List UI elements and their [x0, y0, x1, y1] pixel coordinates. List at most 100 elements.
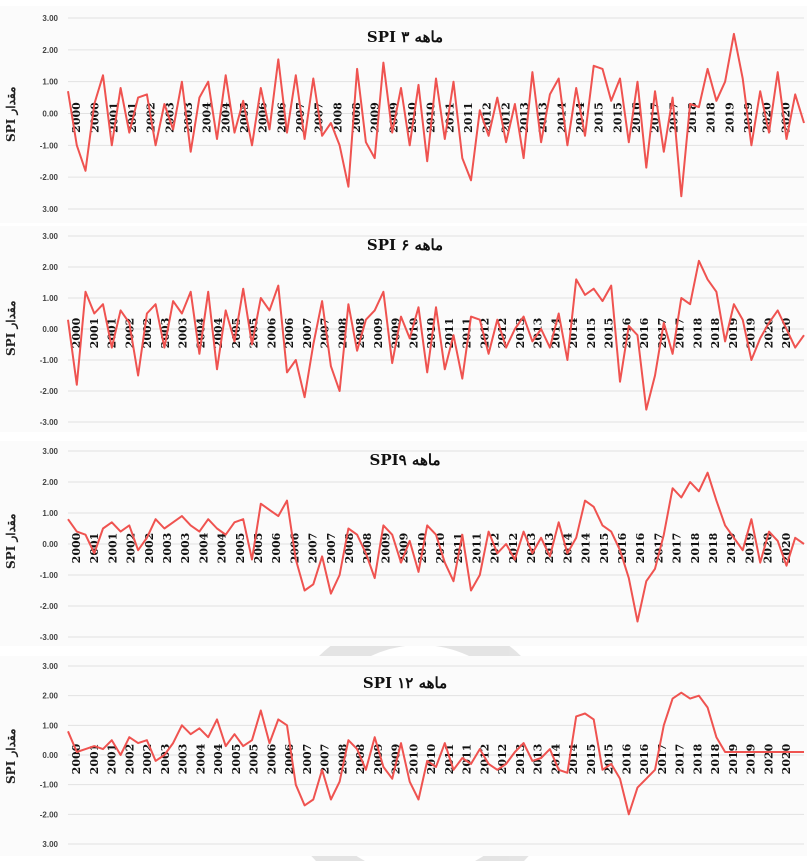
chart-title: SPI ۳ ماهه — [366, 28, 444, 46]
x-tick-label: 2006 — [265, 743, 278, 774]
x-tick-label: 2017 — [671, 533, 684, 564]
x-tick-label: 2000 — [70, 317, 83, 348]
x-tick-label: 2002 — [125, 533, 138, 564]
x-tick-label: 2014 — [549, 743, 562, 774]
x-tick-label: 2001 — [88, 744, 101, 775]
x-tick-label: 2007 — [307, 533, 320, 564]
y-tick-label: 1.00 — [42, 721, 58, 730]
x-tick-label: 2019 — [745, 318, 758, 349]
x-tick-label: 2019 — [745, 744, 758, 775]
x-tick-label: 2018 — [707, 532, 720, 563]
x-tick-label: 2015 — [585, 744, 598, 775]
chart-title: SPI ۱۲ ماهه — [362, 674, 448, 692]
x-tick-label: 2018 — [709, 743, 722, 774]
x-tick-label: 2004 — [201, 102, 214, 133]
x-tick-label: 2002 — [123, 744, 136, 775]
x-tick-label: 2020 — [780, 532, 793, 563]
x-tick-label: 2009 — [372, 318, 385, 349]
y-tick-label: 0.00 — [42, 540, 58, 549]
x-tick-label: 2003 — [161, 533, 174, 564]
x-tick-label: 2004 — [197, 532, 210, 563]
chart-title: SPI ۶ ماهه — [366, 236, 444, 254]
x-tick-label: 2015 — [593, 102, 606, 133]
y-tick-label: 3.00 — [42, 447, 58, 456]
y-tick-label: 0.00 — [42, 110, 58, 119]
x-tick-label: 2006 — [257, 102, 270, 133]
x-tick-label: 2016 — [638, 317, 651, 348]
x-tick-label: 2004 — [212, 743, 225, 774]
x-tick-label: 2011 — [461, 744, 474, 775]
x-tick-label: 2006 — [270, 532, 283, 563]
x-tick-label: 2008 — [361, 532, 374, 563]
y-tick-label: 1.00 — [42, 78, 58, 87]
x-tick-label: 2014 — [580, 532, 593, 563]
x-tick-label: 2004 — [194, 743, 207, 774]
y-tick-label: 2.00 — [42, 263, 58, 272]
y-tick-label: -2.00 — [40, 387, 59, 396]
x-tick-label: 2007 — [301, 318, 314, 349]
x-tick-label: 2017 — [674, 744, 687, 775]
x-tick-label: 2004 — [216, 532, 229, 563]
y-tick-label: 3.00 — [42, 662, 58, 671]
x-tick-label: 2018 — [691, 317, 704, 348]
x-tick-label: 2016 — [638, 743, 651, 774]
y-tick-label: -1.00 — [40, 571, 59, 580]
x-tick-label: 2020 — [780, 743, 793, 774]
x-tick-label: 2018 — [689, 532, 702, 563]
y-tick-label: 2.00 — [42, 478, 58, 487]
x-tick-label: 2006 — [265, 317, 278, 348]
x-tick-label: 2015 — [585, 318, 598, 349]
x-tick-label: 2002 — [143, 533, 156, 564]
x-tick-label: 2011 — [470, 533, 483, 564]
x-tick-label: 2003 — [159, 744, 172, 775]
x-tick-label: 2016 — [620, 743, 633, 774]
y-tick-label: -3.00 — [40, 418, 59, 427]
x-tick-label: 2005 — [248, 744, 261, 775]
spi-6-month-panel: SPI مقدار SPI ۶ ماهه 3.00 2.00 1.00 0.00 -1.… — [0, 226, 807, 432]
x-tick-label: 2015 — [611, 102, 624, 133]
x-tick-label: 2001 — [106, 318, 119, 349]
series-line — [67, 471, 805, 623]
y-tick-label: 3.00 — [42, 232, 58, 241]
series-line — [67, 259, 805, 411]
y-tick-label: 3.00 — [42, 205, 58, 214]
y-tick-label: 3.00 — [42, 840, 58, 849]
y-tick-label: -2.00 — [40, 173, 59, 182]
x-tick-label: 2003 — [179, 533, 192, 564]
x-tick-label: 2007 — [319, 744, 332, 775]
x-tick-label: 2019 — [723, 102, 736, 133]
y-tick-label: 1.00 — [42, 509, 58, 518]
x-tick-label: 2007 — [294, 102, 307, 133]
x-tick-label: 2019 — [725, 533, 738, 564]
x-tick-label: 2001 — [88, 318, 101, 349]
x-tick-label: 2008 — [331, 102, 344, 133]
x-tick-label: 2011 — [443, 318, 456, 349]
y-tick-label: 0.00 — [42, 325, 58, 334]
x-tick-label: 2009 — [398, 533, 411, 564]
x-tick-label: 2007 — [325, 533, 338, 564]
x-tick-label: 2016 — [634, 532, 647, 563]
x-tick-label: 2009 — [372, 744, 385, 775]
y-tick-label: -1.00 — [40, 141, 59, 150]
x-tick-label: 2001 — [106, 744, 119, 775]
x-tick-label: 2018 — [691, 743, 704, 774]
series-line — [67, 32, 805, 198]
x-tick-label: 2013 — [514, 744, 527, 775]
y-tick-label: -1.00 — [40, 356, 59, 365]
x-tick-label: 2005 — [230, 744, 243, 775]
x-tick-label: 2019 — [743, 533, 756, 564]
x-tick-label: 2007 — [301, 744, 314, 775]
x-tick-label: 2015 — [598, 533, 611, 564]
x-tick-label: 2001 — [106, 533, 119, 564]
x-tick-label: 2003 — [177, 744, 190, 775]
x-tick-label: 2006 — [283, 317, 296, 348]
x-tick-label: 2005 — [234, 533, 247, 564]
x-tick-label: 2019 — [727, 744, 740, 775]
x-tick-label: 2004 — [219, 102, 232, 133]
chart-svg: 3.00 2.00 1.00 0.00 -1.00 -2.00 -3.00 2000 2001 2… — [40, 447, 805, 642]
x-tick-label: 2016 — [616, 532, 629, 563]
y-tick-label: -1.00 — [40, 781, 59, 790]
x-tick-label: 2020 — [762, 532, 775, 563]
x-tick-label: 2009 — [379, 533, 392, 564]
y-tick-label: -2.00 — [40, 810, 59, 819]
